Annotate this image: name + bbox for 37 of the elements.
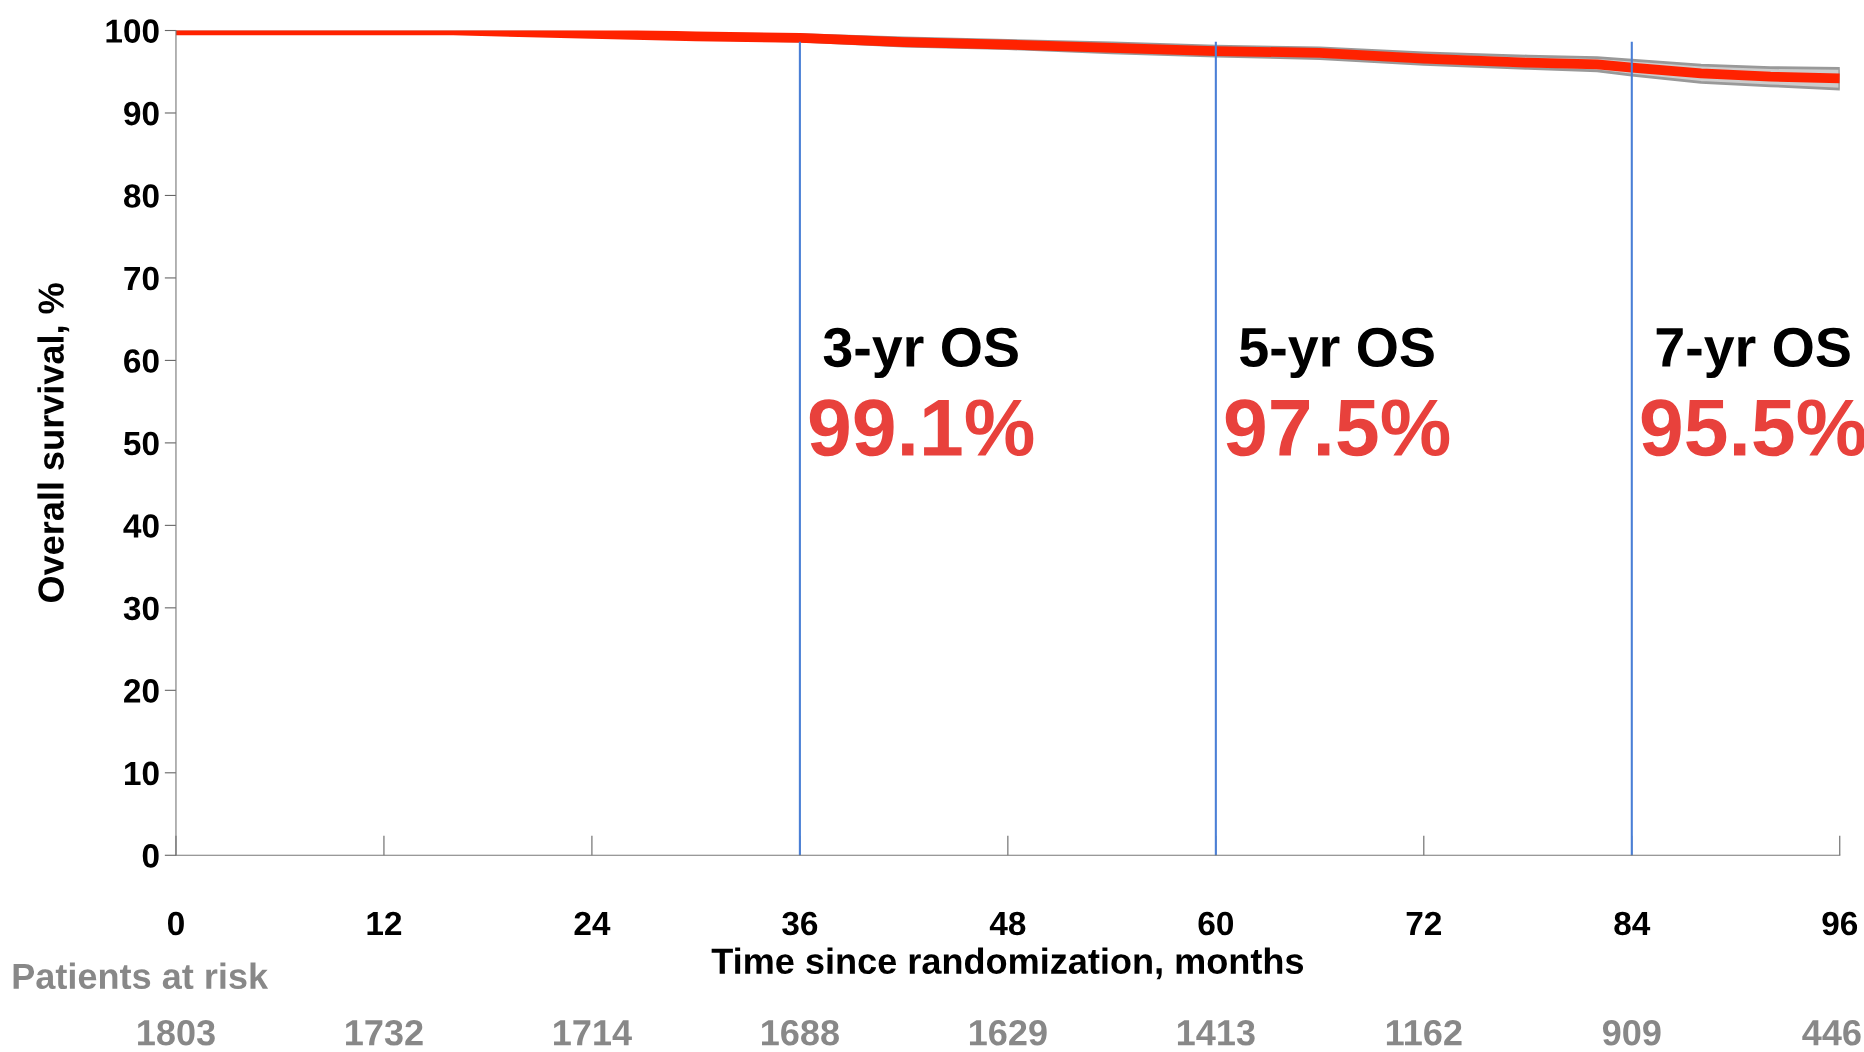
text: Patients at risk: [13, 962, 269, 990]
text: 909: [1602, 1019, 1661, 1046]
ref-line-label: 5-yr OS: [1240, 327, 1434, 379]
y-tick-label: 90: [124, 101, 159, 126]
y-tick-label: 60: [124, 349, 159, 373]
x-tick-label: 36: [782, 911, 818, 936]
y-tick-label: 30: [123, 596, 159, 621]
x-tick-label: 0: [168, 911, 184, 936]
x-tick-label: 84: [1614, 911, 1651, 936]
x-axis-title: Time since randomization, months: [711, 947, 1304, 980]
y-tick-label: 70: [124, 266, 159, 291]
x-tick-label: 60: [1198, 911, 1234, 936]
y-tick-label: 50: [123, 431, 159, 456]
ref-line-label: 3-yr OS: [823, 327, 1018, 379]
y-tick-label: 100: [106, 19, 159, 43]
y-tick-label: 0: [142, 844, 159, 868]
y-tick-label: 80: [123, 184, 159, 208]
annotation: 97.5%: [1225, 399, 1450, 457]
y-tick-label: 10: [125, 761, 159, 786]
x-tick-label: 72: [1406, 911, 1442, 935]
y-tick-label: 40: [123, 514, 159, 538]
text: 1162: [1386, 1019, 1462, 1046]
y-tick-label: 20: [124, 679, 159, 703]
text: 1629: [969, 1019, 1047, 1046]
x-tick-label: 12: [367, 911, 402, 935]
y-axis-title: Overall survival, %: [37, 283, 70, 602]
text: 1413: [1177, 1019, 1255, 1046]
text: 1732: [346, 1019, 423, 1046]
x-tick-label: 48: [989, 911, 1026, 936]
ref-line-label: 7-yr OS: [1656, 327, 1850, 379]
x-tick-label: 96: [1822, 911, 1858, 936]
text: 1803: [138, 1019, 215, 1046]
text: 1688: [762, 1019, 839, 1046]
text: 446: [1802, 1019, 1861, 1046]
annotation: 99.1%: [809, 399, 1034, 457]
x-tick-label: 24: [574, 911, 611, 935]
text: 1714: [554, 1020, 632, 1046]
